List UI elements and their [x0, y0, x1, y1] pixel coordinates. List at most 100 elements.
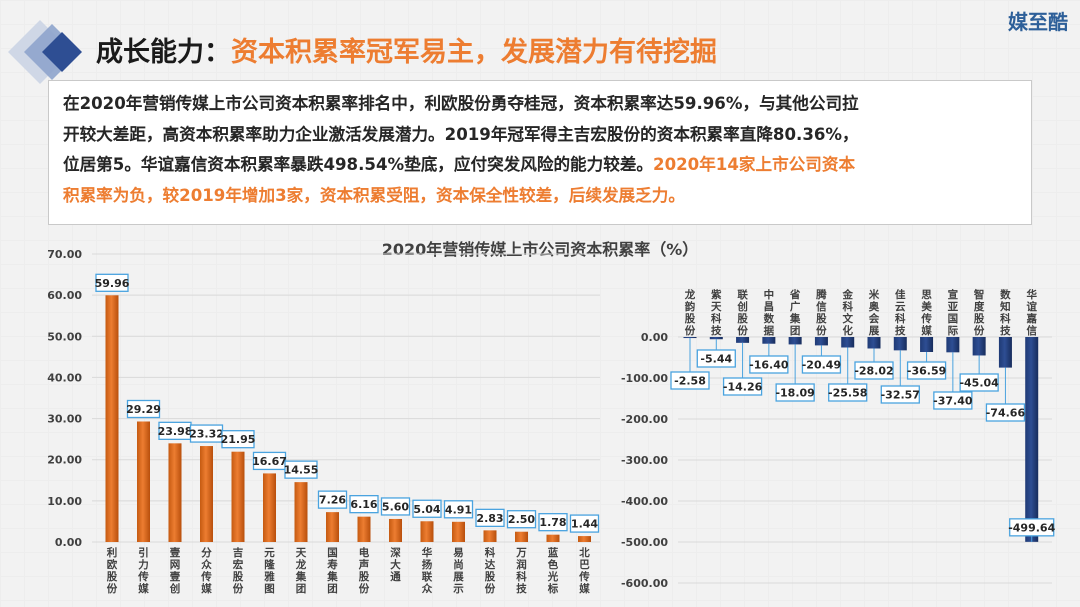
- x-tick-label: 科: [1000, 312, 1011, 325]
- y-tick-label: 10.00: [47, 495, 82, 508]
- x-tick-label: 团: [296, 583, 307, 595]
- y-tick-label: 50.00: [47, 330, 82, 343]
- data-label-box: [349, 495, 379, 514]
- x-tick-label: 华: [422, 546, 433, 559]
- y-tick-label: 60.00: [47, 289, 82, 302]
- x-tick-label: 寿: [327, 558, 338, 571]
- x-tick-label: 创: [736, 300, 748, 313]
- bar: [683, 337, 697, 339]
- bar: [1025, 337, 1039, 542]
- data-label: 7.26: [319, 494, 346, 507]
- summary-highlight-line: 积累率为负，较2019年增加3家，资本积累受阻，资本保全性较差，后续发展乏力。: [63, 185, 685, 205]
- y-tick-label: 30.00: [47, 413, 82, 426]
- data-label: 5.04: [413, 503, 440, 516]
- x-tick-label: 深: [390, 546, 401, 559]
- summary-line: 位居第5。华谊嘉信资本积累率暴跌498.54%垫底，应付突发风险的能力较差。20…: [63, 150, 1017, 181]
- data-label: 1.78: [539, 516, 566, 529]
- bar: [326, 512, 339, 542]
- x-tick-label: 韵: [685, 300, 696, 313]
- bar: [105, 295, 119, 542]
- x-tick-label: 据: [764, 324, 775, 337]
- x-tick-label: 金: [841, 288, 853, 301]
- x-tick-label: 媒: [200, 582, 212, 595]
- bar: [762, 337, 776, 344]
- data-label-box: [880, 385, 920, 404]
- data-label-box: [959, 373, 999, 392]
- data-label-box: [696, 349, 736, 368]
- x-tick-label: 份: [485, 582, 496, 595]
- x-tick-label: 佳: [895, 288, 906, 301]
- bar: [231, 451, 245, 542]
- x-tick-label: 达: [485, 558, 496, 571]
- data-label-box: [775, 383, 815, 402]
- x-tick-label: 思: [921, 289, 932, 301]
- data-label: 29.29: [126, 403, 161, 416]
- page-title: 成长能力：资本积累率冠军易主，发展潜力有待挖掘: [96, 30, 717, 69]
- x-tick-label: 电: [359, 546, 370, 559]
- x-tick-label: 份: [816, 324, 827, 337]
- y-tick-label: -300.00: [621, 454, 668, 467]
- x-tick-label: 润: [516, 558, 527, 571]
- bar: [200, 446, 213, 542]
- data-label: -28.02: [854, 365, 893, 378]
- title-main: 资本积累率冠军易主，发展潜力有待挖掘: [231, 37, 717, 68]
- x-tick-label: 科: [842, 300, 853, 313]
- x-tick-label: 展: [453, 571, 464, 583]
- summary-text: 位居第5。华谊嘉信资本积累率暴跌498.54%垫底，应付突发风险的能力较差。: [63, 155, 654, 174]
- x-tick-label: 北: [579, 546, 590, 559]
- x-tick-label: 欧: [107, 558, 118, 571]
- bar: [420, 521, 434, 542]
- data-label: -499.64: [1008, 521, 1055, 534]
- y-tick-label: 0.00: [55, 536, 82, 549]
- data-label: -25.58: [828, 387, 867, 400]
- x-tick-label: 媒: [920, 324, 932, 337]
- data-label: -37.40: [933, 395, 973, 408]
- x-tick-label: 科: [485, 546, 496, 559]
- bar: [867, 337, 881, 349]
- x-tick-label: 嘉: [1025, 312, 1037, 325]
- bar: [578, 536, 591, 542]
- bar: [972, 337, 986, 356]
- x-tick-label: 文: [841, 312, 853, 325]
- bar: [452, 521, 465, 542]
- x-tick-label: 网: [170, 559, 181, 571]
- x-tick-label: 色: [548, 558, 559, 571]
- bar: [736, 337, 750, 343]
- x-tick-label: 传: [137, 570, 149, 583]
- data-label-box: [95, 273, 129, 292]
- x-tick-label: 股: [359, 571, 370, 583]
- summary-box: 在2020年营销传媒上市公司资本积累率排名中，利欧股份勇夺桂冠，资本积累率达59…: [48, 80, 1032, 225]
- bar: [893, 337, 907, 351]
- x-tick-label: 壹: [170, 570, 181, 583]
- x-tick-label: 奥: [869, 300, 880, 313]
- x-tick-label: 扬: [422, 558, 433, 571]
- x-tick-label: 华: [1026, 288, 1037, 301]
- x-tick-label: 知: [1000, 300, 1011, 313]
- x-tick-label: 天: [711, 301, 722, 313]
- data-label: -18.09: [775, 387, 814, 400]
- data-label: -14.26: [723, 381, 763, 394]
- bar: [814, 337, 828, 346]
- x-tick-label: 科: [516, 570, 527, 583]
- title-prefix: 成长能力：: [96, 37, 231, 68]
- data-label-box: [722, 377, 763, 396]
- x-tick-label: 媒: [137, 582, 149, 595]
- data-label-box: [126, 399, 161, 419]
- data-label-box: [538, 513, 568, 532]
- x-tick-label: 天: [296, 547, 307, 559]
- data-label-box: [475, 508, 505, 528]
- x-tick-label: 分: [201, 546, 212, 559]
- x-tick-label: 众: [422, 582, 433, 595]
- x-tick-label: 股: [107, 571, 118, 583]
- x-tick-label: 国: [327, 547, 338, 559]
- y-tick-label: -400.00: [621, 495, 668, 508]
- x-tick-label: 光: [547, 570, 559, 583]
- x-tick-label: 股: [233, 571, 244, 583]
- x-tick-label: 际: [948, 325, 959, 337]
- data-label: -36.59: [907, 365, 946, 378]
- x-tick-label: 美: [921, 300, 932, 313]
- x-tick-label: 图: [264, 583, 275, 595]
- data-label: 14.55: [284, 464, 319, 477]
- x-tick-label: 数: [763, 312, 775, 325]
- y-tick-label: 70.00: [47, 248, 82, 261]
